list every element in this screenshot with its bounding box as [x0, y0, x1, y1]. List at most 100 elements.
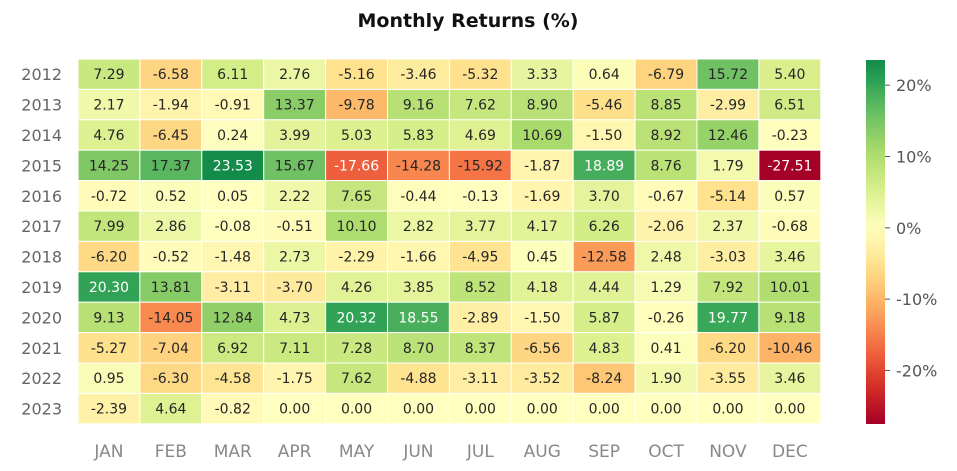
- heatmap-cell-2022-jan: [77, 362, 141, 394]
- cell-value-label: -2.39: [91, 402, 127, 418]
- month-label: JAN: [93, 442, 123, 462]
- heatmap-cell-2015-dec: [758, 149, 822, 182]
- heatmap-cell-2023-jul: [448, 392, 512, 425]
- heatmap-cell-2013-oct: [634, 88, 698, 121]
- cell-value-label: 4.69: [465, 128, 496, 144]
- heatmap-cell-2015-nov: [696, 149, 760, 182]
- heatmap-cell-2018-nov: [696, 240, 760, 273]
- cell-value-label: 13.37: [275, 98, 315, 114]
- heatmap-cell-2022-nov: [696, 362, 760, 394]
- cell-value-label: 4.76: [93, 128, 124, 144]
- cell-value-label: 0.00: [341, 402, 372, 418]
- cell-value-label: -2.29: [338, 250, 374, 266]
- cell-value-label: 8.90: [527, 98, 558, 114]
- cell-value-label: 0.00: [589, 402, 620, 418]
- cell-value-label: -3.11: [462, 371, 498, 387]
- heatmap-cell-2012-jun: [387, 58, 450, 90]
- heatmap-cell-2016-feb: [139, 180, 203, 212]
- cell-value-label: -0.51: [277, 219, 313, 235]
- cell-value-label: 7.65: [341, 189, 372, 205]
- year-label: 2021: [21, 339, 62, 358]
- heatmap-cell-2020-apr: [263, 301, 327, 334]
- year-labels: 2012 2013 2014 2015 2016 2017 2018 2019 2020 2021…: [21, 65, 62, 418]
- heatmap-cell-2019-may: [325, 271, 389, 303]
- cell-value-label: 5.03: [341, 128, 372, 144]
- cell-value-label: 20.30: [89, 280, 129, 296]
- cell-value-label: -5.46: [586, 98, 622, 114]
- heatmap-cell-2020-jun: [387, 301, 450, 334]
- heatmap-cell-2017-jan: [77, 210, 141, 242]
- cell-value-label: -0.91: [215, 98, 251, 114]
- heatmap-cell-2023-oct: [634, 392, 698, 425]
- heatmap-cell-2023-nov: [696, 392, 760, 425]
- cell-value-label: -27.51: [767, 158, 812, 174]
- cell-value-label: -0.67: [648, 189, 684, 205]
- cell-value-label: 7.62: [465, 98, 496, 114]
- cell-value-label: 8.37: [465, 341, 496, 357]
- cell-value-label: 8.52: [465, 280, 496, 296]
- cell-value-label: 0.00: [774, 402, 805, 418]
- heatmap-cell-2020-aug: [510, 301, 574, 334]
- heatmap-cell-2021-apr: [263, 332, 327, 364]
- cell-value-label: 6.92: [217, 341, 248, 357]
- cell-value-label: 8.76: [650, 158, 681, 174]
- cell-value-label: -2.89: [462, 310, 498, 326]
- cell-value-label: 4.44: [589, 280, 620, 296]
- cell-value-label: -10.46: [767, 341, 812, 357]
- heatmap-cell-2019-dec: [758, 271, 822, 303]
- cell-value-label: -14.28: [396, 158, 441, 174]
- cell-value-label: 10.69: [522, 128, 562, 144]
- cell-value-label: 0.57: [774, 189, 805, 205]
- heatmap-cell-2017-aug: [510, 210, 574, 242]
- heatmap-cell-2022-dec: [758, 362, 822, 394]
- heatmap-cell-2021-dec: [758, 332, 822, 364]
- cell-value-label: 4.64: [155, 402, 186, 418]
- heatmap-cell-2015-sep: [572, 149, 636, 182]
- cell-value-label: -5.27: [91, 341, 127, 357]
- cell-value-label: 0.52: [155, 189, 186, 205]
- heatmap-cell-2023-feb: [139, 392, 203, 425]
- heatmap-cell-2015-jan: [77, 149, 141, 182]
- cell-value-label: 7.92: [712, 280, 743, 296]
- cell-value-label: 15.67: [275, 158, 315, 174]
- heatmap-cell-2022-jul: [448, 362, 512, 394]
- cell-value-label: 4.17: [527, 219, 558, 235]
- cell-value-label: 2.48: [650, 250, 681, 266]
- month-label: APR: [278, 442, 312, 462]
- cell-value-label: 12.84: [213, 310, 253, 326]
- cell-value-label: 1.79: [712, 158, 743, 174]
- heatmap-cell-2017-jun: [387, 210, 450, 242]
- cell-value-label: 18.55: [398, 310, 438, 326]
- cell-value-label: 9.16: [403, 98, 434, 114]
- heatmap-cell-2017-oct: [634, 210, 698, 242]
- cell-value-label: 2.17: [93, 98, 124, 114]
- heatmap-cell-2015-jun: [387, 149, 450, 182]
- cell-value-label: 7.99: [93, 219, 124, 235]
- heatmap-cell-2018-jun: [387, 240, 450, 273]
- month-label: FEB: [155, 442, 187, 462]
- heatmap-cell-2018-oct: [634, 240, 698, 273]
- cell-value-label: 12.46: [708, 128, 748, 144]
- cell-value-label: -8.24: [586, 371, 622, 387]
- cell-value-label: -4.88: [400, 371, 436, 387]
- heatmap-cell-2022-mar: [201, 362, 265, 394]
- cell-value-label: 7.11: [279, 341, 310, 357]
- heatmap-cell-2015-jul: [448, 149, 512, 182]
- year-label: 2012: [21, 65, 62, 84]
- cell-value-label: 4.73: [279, 310, 310, 326]
- year-label: 2014: [21, 126, 62, 145]
- year-label: 2018: [21, 248, 62, 267]
- cell-value-label: 1.90: [650, 371, 681, 387]
- cell-value-label: 2.76: [279, 67, 310, 83]
- cell-value-label: -12.58: [582, 250, 627, 266]
- heatmap-cell-2012-dec: [758, 58, 822, 90]
- heatmap-cell-2018-may: [325, 240, 389, 273]
- heatmap-cell-2018-dec: [758, 240, 822, 273]
- heatmap-cell-2015-apr: [263, 149, 327, 182]
- heatmap-cell-2020-jul: [448, 301, 512, 334]
- cell-value-label: 3.46: [774, 250, 805, 266]
- cell-value-label: 0.41: [650, 341, 681, 357]
- year-label: 2019: [21, 278, 62, 297]
- heatmap-cell-2015-oct: [634, 149, 698, 182]
- cell-value-label: -1.50: [524, 310, 560, 326]
